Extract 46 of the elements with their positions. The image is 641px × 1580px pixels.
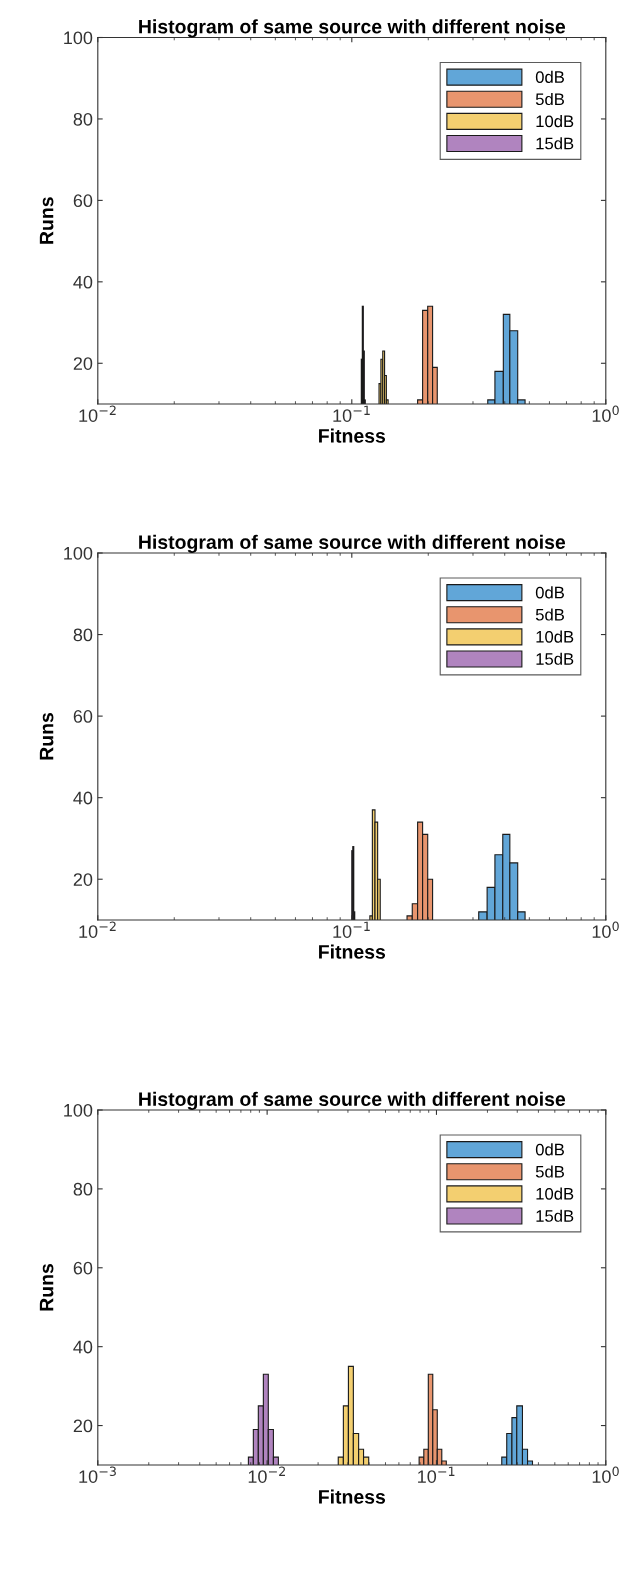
y-tick-label: 100: [64, 1103, 93, 1117]
x-axis-title: Fitness: [319, 1489, 386, 1504]
x-tick-label: 10$^{0}$: [592, 1466, 619, 1483]
legend-label: 5dB: [535, 92, 564, 106]
legend-label: 10dB: [536, 115, 574, 128]
y-tick-label: 100: [64, 546, 93, 560]
y-axis-title: Runs: [39, 712, 54, 760]
x-tick-label: 10$^{−3}$: [79, 1466, 116, 1483]
x-tick-label: 10$^{−1}$: [418, 1466, 455, 1483]
y-axis-title: Runs: [39, 1263, 54, 1311]
legend-label: 10dB: [536, 630, 574, 643]
x-tick-label: 10$^{0}$: [592, 405, 619, 422]
y-tick-label: 20: [73, 1419, 93, 1433]
legend-label: 0dB: [535, 70, 564, 83]
legend-label: 5dB: [535, 608, 564, 621]
y-tick-label: 60: [73, 1261, 93, 1275]
y-tick-label: 40: [73, 1340, 93, 1354]
y-tick-label: 40: [73, 791, 93, 805]
x-tick-label: 10$^{−1}$: [333, 405, 370, 422]
y-tick-label: 40: [73, 275, 93, 289]
x-tick-label: 10$^{−2}$: [79, 405, 116, 422]
y-tick-label: 20: [73, 873, 93, 886]
x-tick-label: 10$^{−2}$: [248, 1466, 285, 1483]
legend-label: 5dB: [535, 1165, 564, 1178]
legend-label: 0dB: [535, 1143, 564, 1156]
x-tick-label: 10$^{−2}$: [79, 921, 116, 938]
x-tick-label: 10$^{0}$: [592, 921, 619, 938]
y-tick-label: 80: [73, 112, 93, 126]
legend-label: 15dB: [536, 137, 574, 150]
y-axis-title: Runs: [39, 197, 54, 244]
y-tick-label: 100: [64, 31, 93, 45]
chart-title: Histogram of same source with different noise: [139, 19, 566, 38]
x-axis-title: Fitness: [319, 428, 386, 443]
legend-label: 15dB: [536, 652, 574, 665]
legend-label: 0dB: [535, 586, 564, 599]
y-tick-label: 80: [73, 1182, 93, 1196]
y-tick-label: 20: [73, 357, 93, 370]
y-tick-label: 80: [73, 628, 93, 642]
y-tick-label: 60: [73, 710, 93, 723]
legend-label: 10dB: [536, 1187, 574, 1200]
x-tick-label: 10$^{−1}$: [333, 921, 370, 938]
x-axis-title: Fitness: [319, 944, 386, 959]
y-tick-label: 60: [73, 194, 93, 208]
chart-title: Histogram of same source with different noise: [139, 534, 566, 553]
chart-title: Histogram of same source with different noise: [139, 1091, 566, 1110]
legend-label: 15dB: [536, 1209, 574, 1222]
